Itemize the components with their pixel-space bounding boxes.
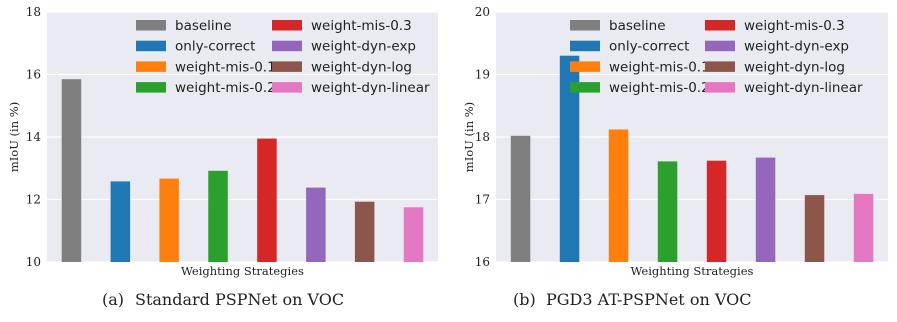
- bar-baseline: [510, 135, 531, 262]
- caption: PGD3 AT-PSPNet on VOC: [546, 290, 751, 309]
- bar-only-correct: [559, 55, 580, 263]
- bar-weight-mis-0.3: [257, 138, 277, 262]
- legend-entry: weight-mis-0.3: [311, 18, 412, 34]
- x-axis-label: Weighting Strategies: [181, 264, 304, 278]
- legend-swatch: [705, 82, 735, 93]
- legend-entry: baseline: [609, 18, 666, 34]
- y-tick-label: 19: [475, 68, 490, 82]
- legend-entry: weight-mis-0.3: [744, 18, 845, 34]
- y-tick-label: 20: [475, 5, 490, 19]
- y-tick-label: 18: [26, 5, 41, 19]
- legend-swatch: [272, 20, 302, 31]
- y-tick-label: 17: [475, 193, 490, 207]
- caption-tag: (a): [102, 290, 124, 309]
- legend-entry: only-correct: [175, 39, 255, 55]
- legend-swatch: [136, 40, 166, 52]
- x-axis-label: Weighting Strategies: [631, 264, 754, 278]
- legend-entry: weight-mis-0.1: [175, 59, 276, 75]
- bar-weight-dyn-exp: [306, 187, 326, 262]
- legend-swatch: [570, 61, 600, 72]
- legend-swatch: [272, 40, 302, 52]
- bar-weight-dyn-exp: [755, 157, 776, 262]
- bar-baseline: [61, 79, 82, 262]
- legend-entry: weight-dyn-exp: [744, 39, 849, 55]
- legend-entry: weight-dyn-log: [744, 59, 845, 75]
- legend-entry: weight-dyn-exp: [311, 39, 416, 55]
- legend-swatch: [136, 82, 166, 93]
- chart-pgd3-at-pspnet: 16 17 18 19 20 baseline only-correct weight-mis…: [462, 5, 888, 309]
- bar-weight-mis-0.3: [706, 160, 727, 262]
- caption-tag: (b): [513, 290, 536, 309]
- legend-entry: weight-mis-0.1: [609, 59, 710, 75]
- legend-swatch: [705, 61, 735, 72]
- bar-weight-mis-0.2: [657, 161, 678, 262]
- legend-swatch: [272, 82, 302, 93]
- bar-weight-dyn-log: [354, 201, 375, 262]
- bar-weight-dyn-linear: [853, 193, 874, 262]
- legend-swatch: [705, 40, 735, 52]
- legend-swatch: [272, 61, 302, 72]
- legend-entry: weight-dyn-linear: [311, 80, 430, 96]
- bar-only-correct: [110, 181, 131, 262]
- y-tick-label: 18: [475, 130, 490, 144]
- bar-weight-mis-0.1: [159, 178, 179, 262]
- bar-weight-mis-0.1: [608, 129, 629, 262]
- bar-weight-dyn-linear: [403, 207, 424, 262]
- legend-entry: weight-dyn-log: [311, 59, 412, 75]
- y-tick-label: 16: [26, 68, 41, 82]
- bar-weight-mis-0.2: [208, 170, 228, 263]
- legend-swatch: [705, 20, 735, 31]
- y-tick-label: 16: [475, 255, 490, 269]
- legend-swatch: [570, 40, 600, 52]
- legend-entry: weight-mis-0.2: [175, 80, 276, 96]
- legend-swatch: [570, 82, 600, 93]
- legend-swatch: [136, 20, 166, 31]
- y-tick-label: 14: [26, 130, 42, 144]
- y-tick-label: 10: [26, 255, 41, 269]
- legend-entry: baseline: [175, 18, 232, 34]
- legend-swatch: [136, 61, 166, 72]
- y-axis-label: mIoU (in %): [7, 102, 21, 172]
- legend-entry: weight-mis-0.2: [609, 80, 710, 96]
- legend-entry: only-correct: [609, 39, 689, 55]
- bar-weight-dyn-log: [804, 195, 825, 262]
- y-tick-label: 12: [26, 193, 41, 207]
- caption: Standard PSPNet on VOC: [135, 290, 344, 309]
- legend-entry: weight-dyn-linear: [744, 80, 863, 96]
- y-axis-label: mIoU (in %): [462, 102, 476, 172]
- chart-standard-pspnet: 10 12 14 16 18 baseline only-correct weight-mis…: [7, 5, 438, 309]
- legend-swatch: [570, 20, 600, 31]
